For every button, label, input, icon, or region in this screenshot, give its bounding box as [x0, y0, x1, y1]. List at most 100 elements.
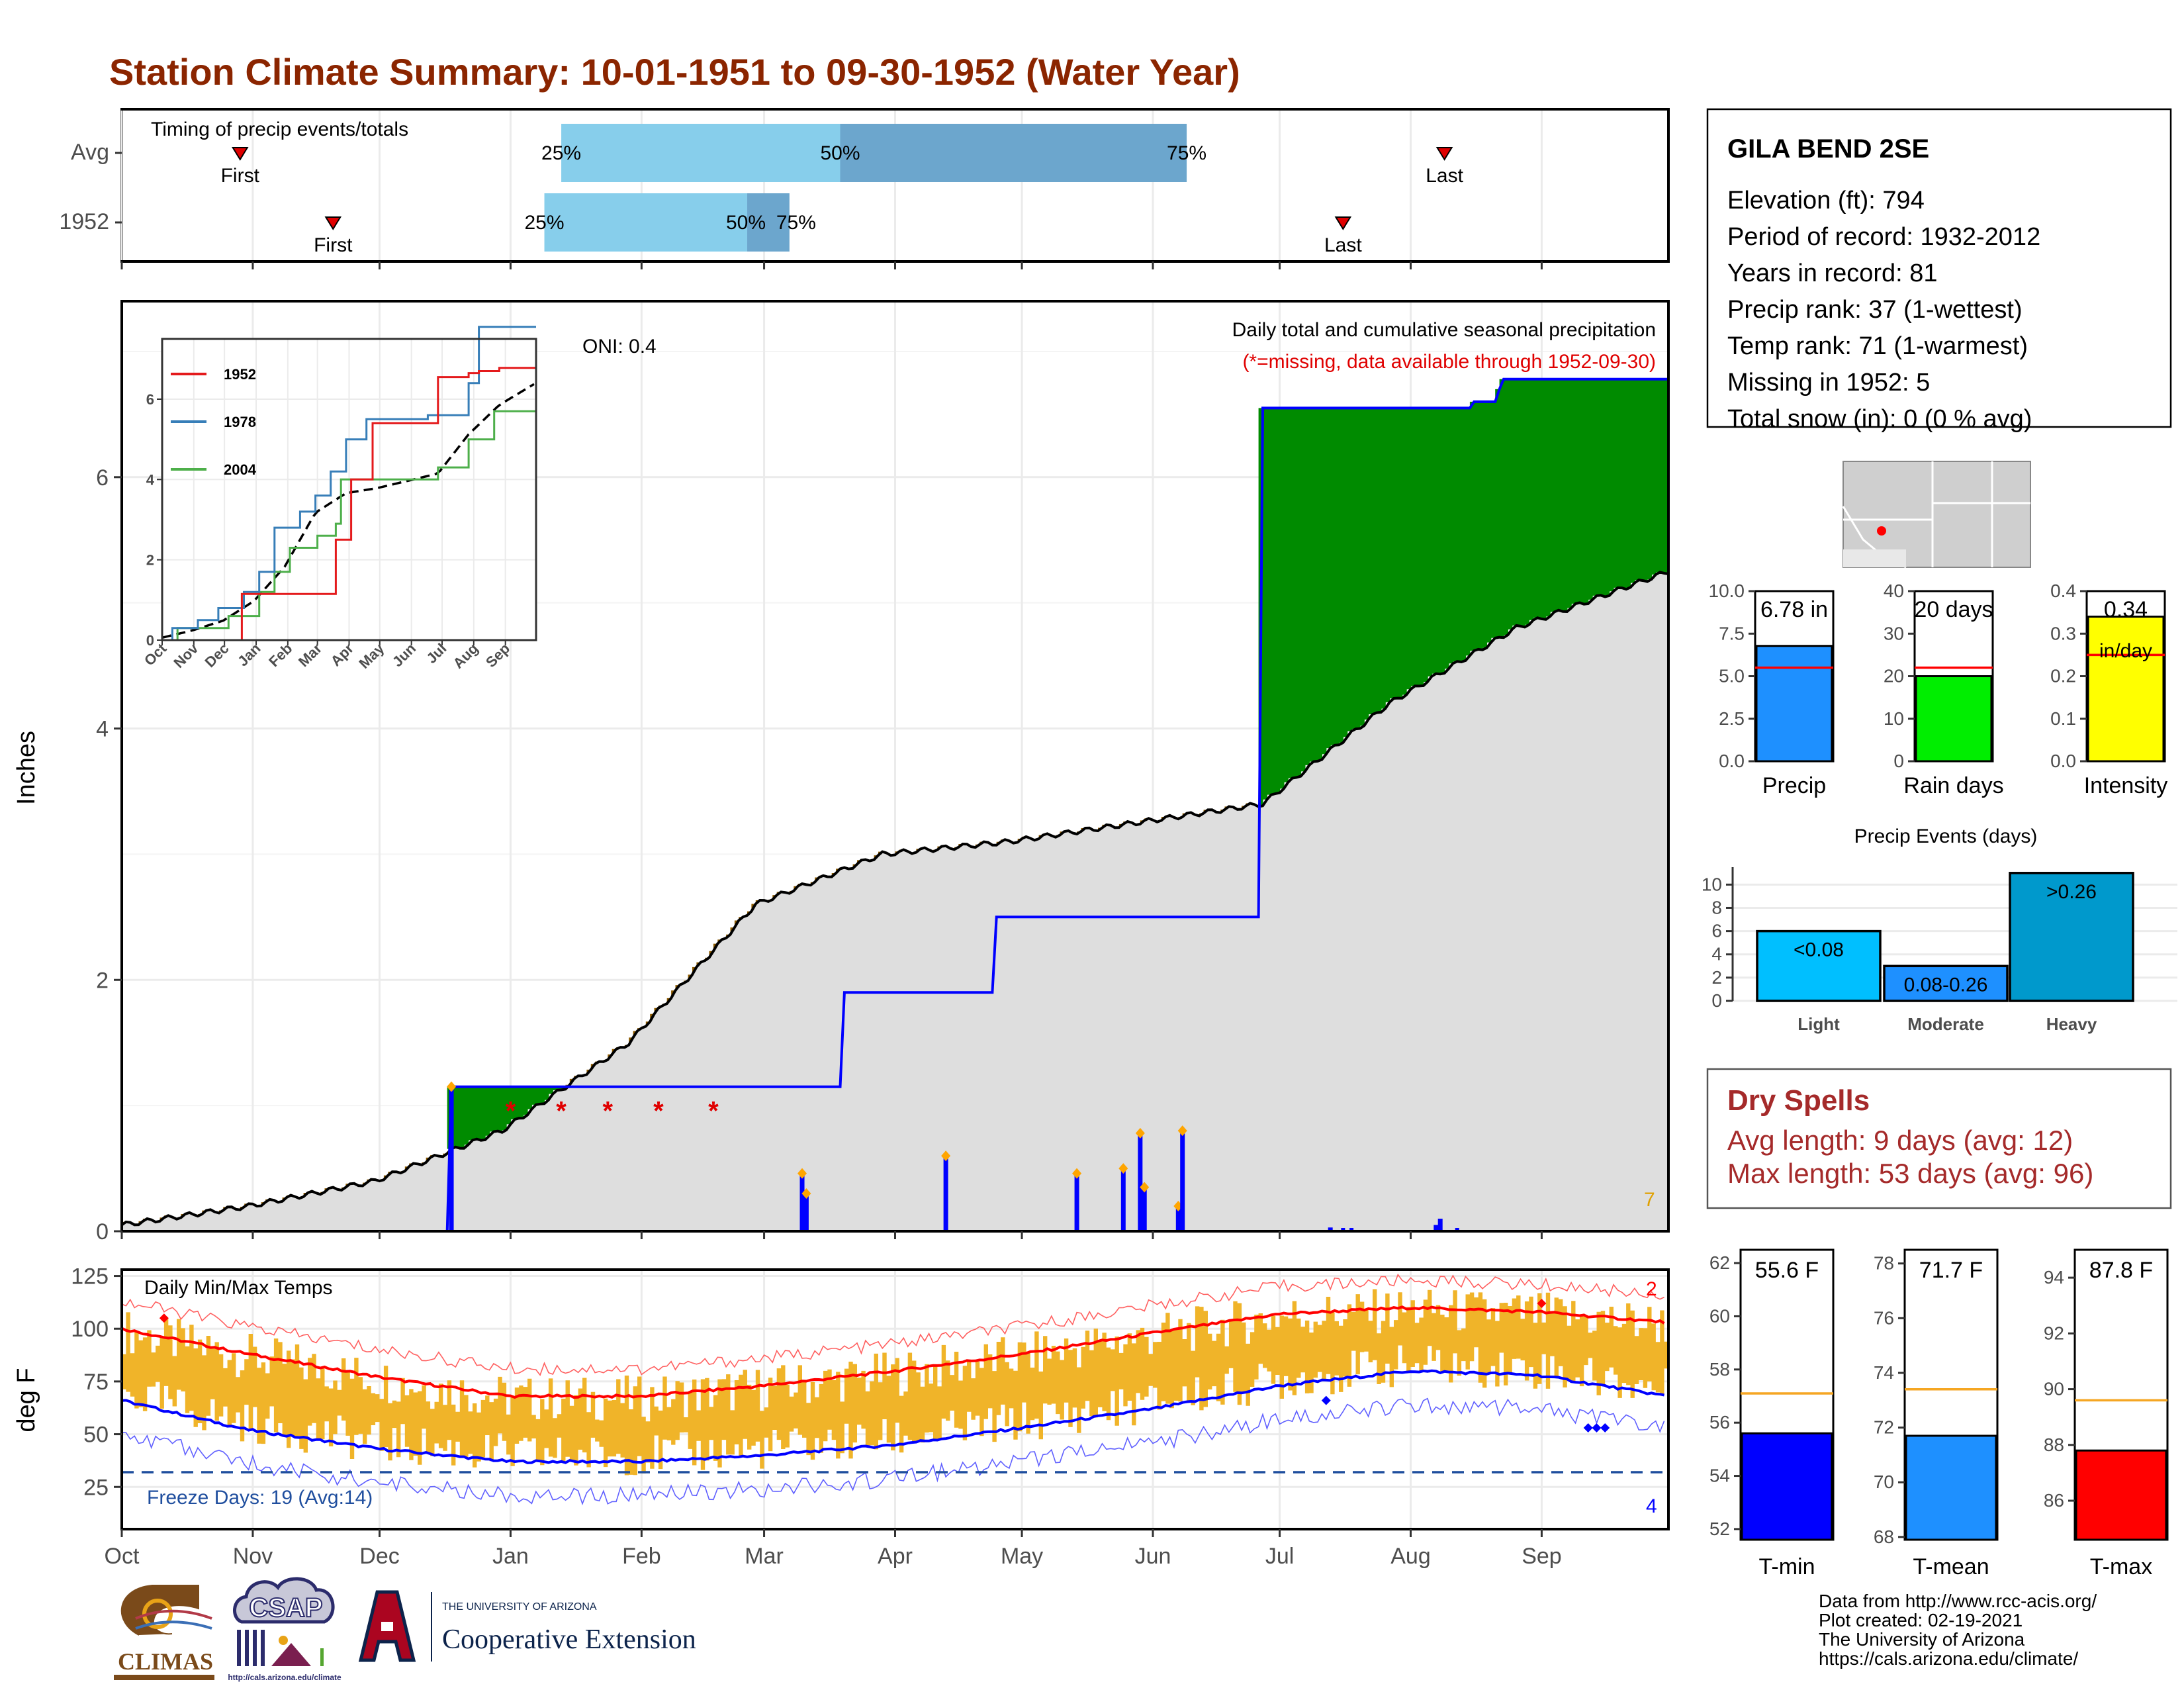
- summary-bar-charts: 6.78 in 0.0 2.5 5.0 7.5 10.0 Precip 20 days 0 10 2…: [1709, 581, 2168, 798]
- mini-bar-tick: 0.2: [2050, 666, 2076, 686]
- month-tick-label: Jul: [1265, 1544, 1294, 1569]
- precip-y-axis-title: Inches: [13, 731, 40, 805]
- temp-bar-label: T-mean: [1913, 1554, 1989, 1579]
- events-y-tick: 8: [1711, 897, 1722, 917]
- station-info-line: Temp rank: 71 (1-warmest): [1727, 332, 2028, 360]
- timing-last-label: Last: [1426, 165, 1463, 187]
- events-y-tick: 10: [1702, 874, 1722, 894]
- average-cumulative-line: [120, 571, 1669, 1227]
- station-info-line: Years in record: 81: [1727, 259, 1938, 287]
- timing-pct-75: 75%: [1167, 142, 1206, 164]
- daily-precip-bar: [943, 1156, 948, 1231]
- station-info-line: Total snow (in): 0 (0 % avg): [1727, 405, 2032, 433]
- daily-precip-bar: [799, 1173, 805, 1231]
- events-bar-text: 0.08-0.26: [1904, 974, 1988, 996]
- ua-small-text: THE UNIVERSITY OF ARIZONA: [442, 1601, 597, 1613]
- credit-line-4: https://cals.arizona.edu/climate/: [1819, 1648, 2078, 1669]
- daily-precip-bar: [1120, 1168, 1126, 1231]
- events-y-tick: 2: [1711, 967, 1722, 988]
- station-info-line: Missing in 1952: 5: [1727, 369, 1930, 397]
- events-bar-label: Light: [1797, 1014, 1840, 1034]
- month-tick-label: Jun: [1135, 1544, 1171, 1569]
- timing-pct-75: 75%: [776, 212, 816, 234]
- temp-bar-value-text: 71.7 F: [1919, 1258, 1983, 1283]
- mini-bar-value: [1755, 645, 1833, 763]
- mini-bar-tick: 0.1: [2050, 708, 2076, 729]
- temp-record-marker: [1321, 1395, 1331, 1405]
- temp-bar-tick: 92: [2044, 1323, 2064, 1343]
- daily-precip-marker: [1118, 1163, 1128, 1174]
- mini-bar-tick: 0.3: [2050, 623, 2076, 643]
- csap-logo-text: CSAP: [249, 1593, 322, 1622]
- precip-count-corner: 7: [1644, 1189, 1655, 1211]
- daily-precip-marker: [797, 1168, 807, 1179]
- precip-y-tick: 4: [96, 717, 109, 742]
- events-y-tick: 0: [1711, 990, 1722, 1011]
- daily-precip-bar: [1138, 1133, 1143, 1231]
- mini-bar-tick: 10: [1884, 708, 1904, 729]
- month-tick-label: Mar: [745, 1544, 784, 1569]
- temp-bar-tick: 78: [1874, 1253, 1894, 1274]
- mini-bar-tick: 0.4: [2050, 581, 2076, 601]
- month-tick-label: Sep: [1522, 1544, 1562, 1569]
- timing-pct-50: 50%: [726, 212, 766, 234]
- station-info-line: Period of record: 1932-2012: [1727, 223, 2040, 251]
- precip-y-tick: 6: [96, 465, 109, 491]
- daily-precip-trace: [1455, 1228, 1459, 1231]
- mini-bar-value-text: 6.78 in: [1760, 597, 1828, 622]
- dry-spells-box: Dry Spells Avg length: 9 days (avg: 12) …: [1706, 1068, 2172, 1209]
- temp-bar-value: [1905, 1434, 1997, 1541]
- missing-data-star: *: [653, 1097, 664, 1126]
- temperature-summary-bars: 55.6 F 52 54 56 58 60 62 T-min 71.7 F 68 70 72 74 76 7…: [1709, 1248, 2169, 1579]
- temp-bar-tick: 86: [2044, 1490, 2064, 1511]
- temp-bar-tick: 54: [1709, 1466, 1730, 1486]
- temp-bar-tick: 90: [2044, 1379, 2064, 1399]
- temp-bar-tick: 58: [1709, 1359, 1730, 1380]
- temp-bar-value: [1741, 1432, 1833, 1541]
- missing-data-star: *: [708, 1097, 719, 1126]
- timing-pct-50: 50%: [820, 142, 860, 164]
- daily-precip-marker: [941, 1150, 951, 1162]
- timing-bar-50-75: [840, 124, 1187, 182]
- credits: Data from http://www.rcc-acis.org/ Plot …: [1819, 1591, 2097, 1669]
- daily-precip-marker: [801, 1188, 811, 1199]
- inset-legend-label: 2004: [224, 461, 257, 478]
- daily-precip-bar: [1074, 1173, 1079, 1231]
- dry-spells-title: Dry Spells: [1727, 1084, 1870, 1117]
- events-bar: [1756, 929, 1882, 1002]
- mini-bar-tick: 40: [1884, 581, 1904, 601]
- climas-logo[interactable]: CLIMAS: [113, 1585, 214, 1680]
- average-min-line: [121, 1369, 1664, 1464]
- inset-legend-label: 1952: [224, 366, 256, 383]
- events-bar: [1883, 964, 2009, 1002]
- temp-bar-tick: 88: [2044, 1434, 2064, 1455]
- temp-bar-value-text: 55.6 F: [1755, 1258, 1819, 1283]
- daily-precip-marker: [1140, 1182, 1150, 1193]
- timing-panel: 25% 50% 75% First Last 25% 50% 75% First Last Tim…: [59, 108, 1670, 269]
- temp-bar-value: [2075, 1449, 2167, 1541]
- timing-bar-50-75: [747, 193, 790, 252]
- temp-bar-label: T-max: [2090, 1554, 2152, 1579]
- mini-bar-label: Rain days: [1903, 773, 2003, 798]
- timing-pct-25: 25%: [525, 212, 565, 234]
- precip-panel-title: Daily total and cumulative seasonal prec…: [1232, 319, 1656, 341]
- month-tick-label: Dec: [359, 1544, 399, 1569]
- month-tick-label: May: [1001, 1544, 1043, 1569]
- csap-logo[interactable]: CSAP http://cals.arizona.edu/climate: [228, 1577, 341, 1682]
- daily-precip-bar: [1328, 1227, 1333, 1231]
- inset-y-tick: 4: [146, 471, 155, 488]
- timing-pct-25: 25%: [541, 142, 581, 164]
- inset-y-tick: 0: [146, 632, 154, 649]
- inset-y-tick: 2: [146, 552, 154, 569]
- timing-first-marker: [324, 216, 342, 230]
- ua-cooperative-extension-logo[interactable]: THE UNIVERSITY OF ARIZONA Cooperative Ex…: [358, 1590, 696, 1662]
- inset-line-1952: [162, 367, 536, 641]
- daily-precip-trace: [1341, 1228, 1345, 1231]
- mini-bar-label: Intensity: [2084, 773, 2168, 798]
- inset-line-2004: [162, 407, 537, 641]
- temp-bar-tick: 74: [1874, 1362, 1894, 1383]
- mini-bar-tick: 5.0: [1719, 666, 1745, 686]
- temp-bar-tick: 68: [1874, 1526, 1894, 1547]
